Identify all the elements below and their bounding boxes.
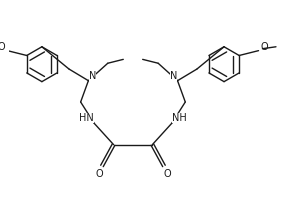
Text: NH: NH	[172, 113, 187, 123]
Text: O: O	[95, 169, 103, 179]
Text: N: N	[170, 71, 177, 81]
Text: N: N	[89, 71, 96, 81]
Text: HN: HN	[79, 113, 94, 123]
Text: O: O	[261, 42, 268, 52]
Text: O: O	[163, 169, 171, 179]
Text: O: O	[0, 42, 5, 52]
